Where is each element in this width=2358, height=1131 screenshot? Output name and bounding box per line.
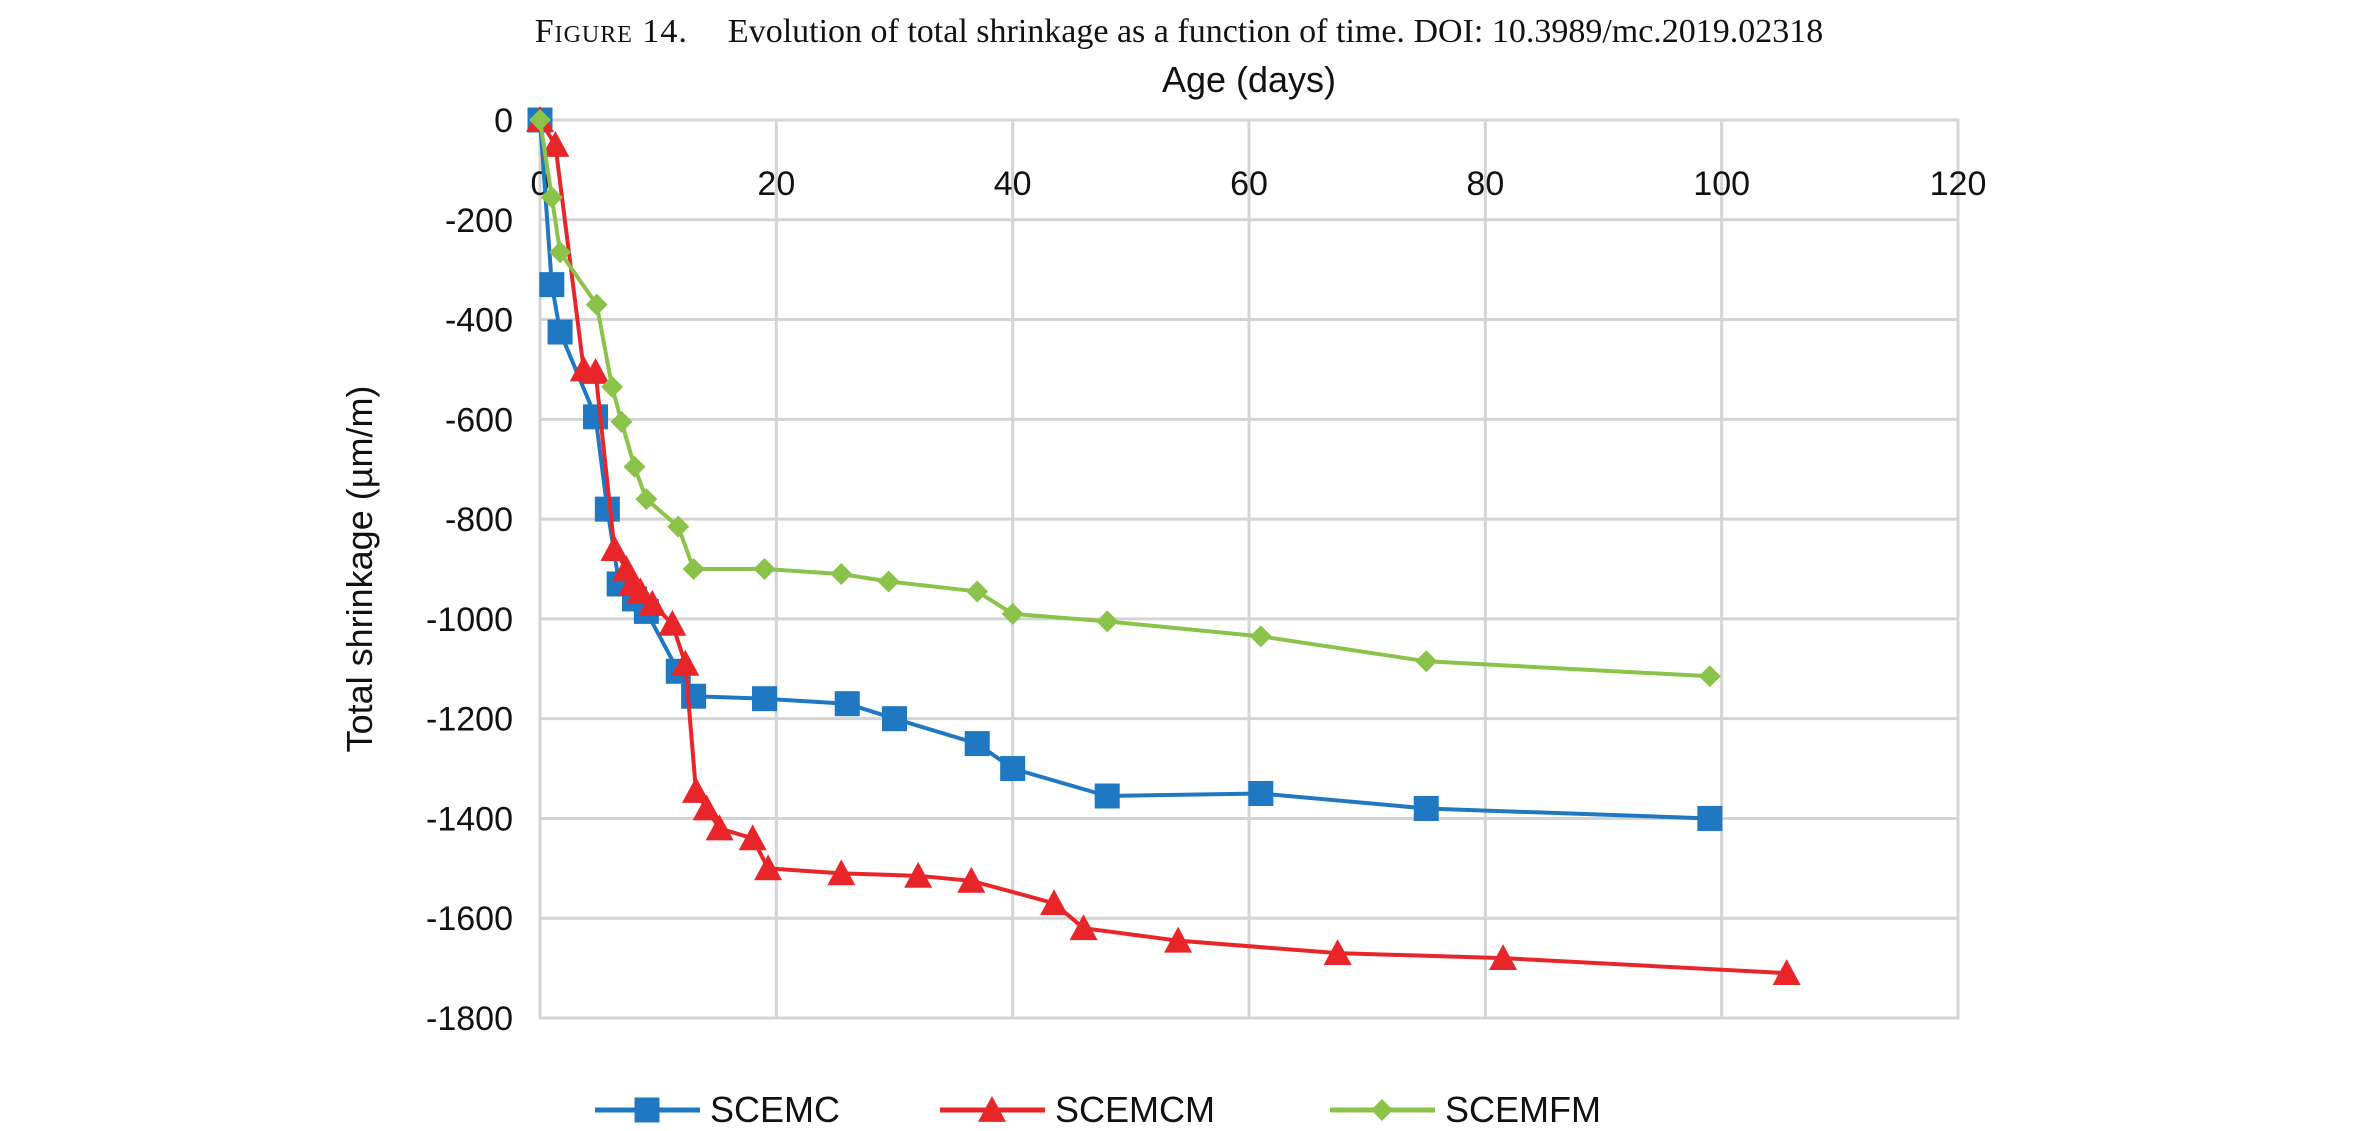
data-point-scemc [882, 706, 907, 732]
data-point-scemc [1000, 756, 1026, 782]
data-point-scemfm [830, 562, 853, 585]
data-point-scemcm [827, 859, 856, 886]
data-point-scemcm [671, 649, 700, 676]
data-point-scemcm [581, 357, 610, 384]
data-point-scemfm [549, 241, 572, 264]
grid [538, 118, 1960, 1020]
legend-marker-scemfm [1371, 1099, 1393, 1121]
series-line-scemfm [538, 119, 1710, 679]
legend-label-scemcm: SCEMCM [1055, 1089, 1215, 1130]
y-tick-label: -1400 [426, 800, 513, 838]
y-tick-label: -800 [445, 501, 513, 539]
data-point-scemc [1094, 783, 1120, 809]
data-point-scemfm [753, 558, 776, 580]
x-tick-label: 60 [1230, 165, 1268, 203]
data-point-scemfm [1001, 602, 1024, 625]
legend-marker-scemcm [978, 1096, 1006, 1122]
axes: 0 20 40 60 80 100 1200-200-400-600-800-1000-12… [339, 59, 1986, 1038]
y-tick-label: -1600 [426, 900, 513, 938]
legend-item-scemc: SCEMC [595, 1089, 840, 1130]
y-tick-label: -600 [445, 401, 513, 439]
x-axis-title: Age (days) [1162, 59, 1336, 100]
y-tick-label: -1800 [426, 1000, 513, 1038]
series-scemfm [529, 109, 1721, 688]
legend: SCEMC SCEMCM SCEMFM [595, 1089, 1601, 1130]
data-point-scemfm [610, 410, 633, 433]
data-point-scemfm [635, 488, 658, 511]
legend-label-scemc: SCEMC [710, 1089, 840, 1130]
y-axis-title: Total shrinkage (µm/m) [339, 386, 380, 753]
series-layer [526, 106, 1801, 985]
data-point-scemcm [681, 777, 710, 803]
caption-doi-label: DOI [1413, 13, 1474, 50]
data-point-scemc [834, 691, 860, 717]
x-tick-label: 80 [1466, 165, 1504, 203]
data-point-scemc [964, 731, 990, 757]
series-line-scemc [538, 119, 1710, 821]
caption-label: Figure 14. [534, 13, 688, 50]
data-point-scemcm [1040, 889, 1069, 916]
data-point-scemcm [638, 589, 667, 616]
figure-caption: Figure 14. Evolution of total shrinkage a… [534, 13, 1824, 50]
data-point-scemfm [623, 455, 646, 478]
series-scemc [527, 107, 1723, 831]
data-point-scemcm [738, 824, 767, 851]
data-point-scemcm [1164, 926, 1193, 953]
y-tick-label: -200 [445, 202, 513, 240]
data-point-scemfm [966, 580, 989, 603]
data-point-scemc [583, 404, 609, 430]
y-tick-label: -1000 [426, 601, 513, 639]
data-point-scemc [547, 319, 573, 345]
data-point-scemcm [692, 794, 721, 821]
data-point-scemcm [904, 861, 933, 888]
caption-text: Evolution of total shrinkage as a functi… [727, 13, 1405, 50]
x-tick-label: 120 [1930, 165, 1987, 203]
data-point-scemc [1248, 781, 1274, 806]
legend-item-scemcm: SCEMCM [940, 1089, 1215, 1130]
y-tick-label: -400 [445, 302, 513, 340]
series-scemcm [526, 106, 1801, 985]
data-point-scemc [752, 686, 778, 712]
data-point-scemcm [1069, 914, 1098, 941]
data-point-scemfm [601, 375, 624, 398]
series-line-scemcm [538, 118, 1787, 976]
x-tick-label: 40 [994, 165, 1032, 203]
data-point-scemfm [1698, 665, 1721, 688]
data-point-scemfm [1415, 650, 1438, 673]
data-point-scemfm [540, 186, 563, 209]
x-tick-label: 20 [757, 165, 795, 203]
data-point-scemcm [1772, 959, 1801, 985]
data-point-scemcm [754, 854, 783, 881]
data-point-scemfm [877, 570, 900, 593]
data-point-scemfm [1096, 610, 1119, 633]
y-tick-label: 0 [494, 102, 513, 140]
legend-item-scemfm: SCEMFM [1330, 1089, 1601, 1130]
caption-doi: 10.3989/mc.2019.02318 [1491, 13, 1824, 50]
data-point-scemcm [957, 866, 986, 893]
data-point-scemcm [1489, 944, 1518, 971]
legend-label-scemfm: SCEMFM [1445, 1089, 1601, 1130]
legend-marker-scemc [634, 1097, 660, 1123]
data-point-scemc [539, 272, 565, 298]
data-point-scemcm [600, 535, 629, 561]
data-point-scemfm [585, 293, 608, 316]
data-point-scemc [1697, 805, 1723, 831]
x-tick-label: 100 [1693, 165, 1750, 203]
data-point-scemc [681, 683, 707, 709]
data-point-scemfm [1249, 625, 1272, 648]
data-point-scemfm [667, 515, 690, 538]
data-point-scemcm [541, 130, 570, 157]
data-point-scemfm [682, 558, 705, 580]
y-tick-label: -1200 [426, 701, 513, 739]
data-point-scemfm [529, 109, 551, 131]
data-point-scemc [1413, 795, 1439, 821]
data-point-scemcm [1323, 939, 1352, 966]
data-point-scemcm [626, 577, 655, 604]
data-point-scemcm [705, 814, 734, 841]
data-point-scemcm [658, 609, 687, 636]
